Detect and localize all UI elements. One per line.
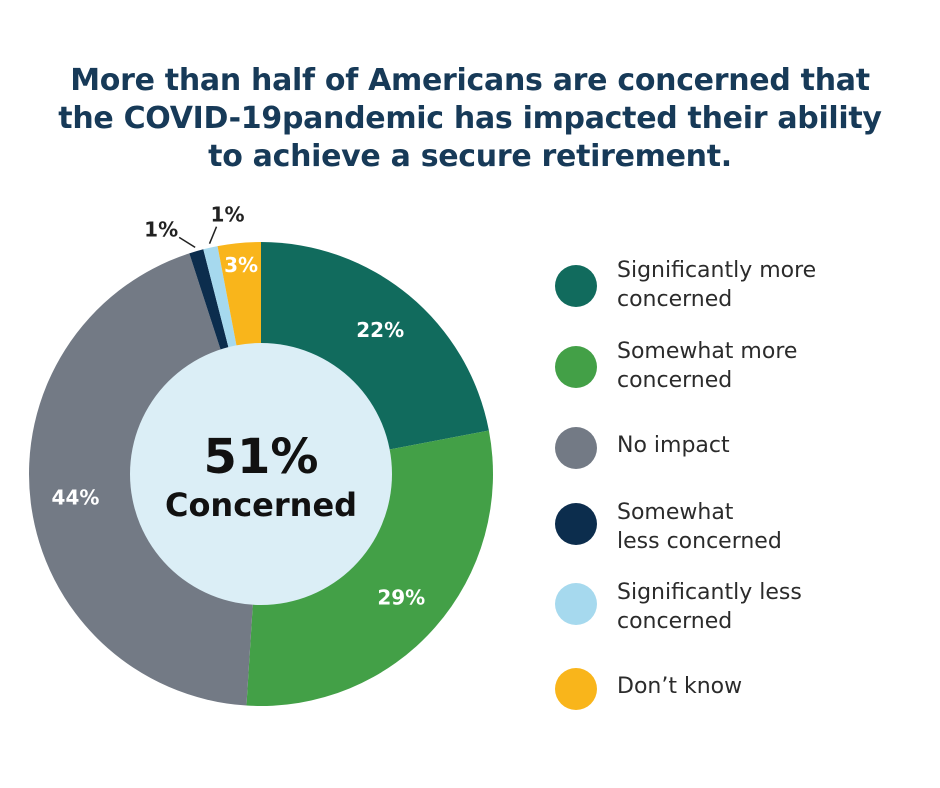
chart-title-line-3: to achieve a secure retirement.: [208, 139, 732, 174]
chart-title-line-1: More than half of Americans are concerne…: [70, 63, 870, 98]
legend-item-significantly-less: Significantly less concerned: [555, 578, 895, 638]
legend-item-somewhat-less: Somewhat less concerned: [555, 498, 895, 558]
center-value: 51%: [204, 429, 319, 485]
legend-swatch: [555, 427, 597, 469]
legend-label: Significantly more concerned: [617, 258, 817, 312]
slice-label-significantly-more: 22%: [356, 318, 404, 342]
legend-item-no-impact: No impact: [555, 427, 895, 487]
legend-item-somewhat-more: Somewhat more concerned: [555, 337, 895, 397]
legend-swatch: [555, 668, 597, 710]
slice-label-somewhat-less: 1%: [144, 217, 178, 241]
chart-title: More than half of Americans are concerne…: [0, 62, 940, 176]
slice-label-significantly-less: 1%: [211, 203, 245, 227]
legend-swatch: [555, 583, 597, 625]
slice-labels: 22% 29% 44% 3% 1% 1%: [52, 203, 426, 610]
slice-label-dont-know: 3%: [224, 253, 258, 277]
legend-label: Somewhat less concerned: [617, 500, 782, 554]
center-label: Concerned: [165, 486, 357, 524]
legend-swatch: [555, 503, 597, 545]
chart-title-line-2: the COVID-19pandemic has impacted their …: [58, 101, 882, 136]
legend-swatch: [555, 265, 597, 307]
leader-line-significantly-less: [208, 226, 218, 244]
legend-label: Don’t know: [617, 674, 743, 699]
legend-label: Significantly less concerned: [617, 580, 802, 634]
legend-item-significantly-more: Significantly more concerned: [555, 256, 895, 316]
slice-label-somewhat-more: 29%: [377, 586, 425, 610]
slice-label-no-impact: 44%: [52, 485, 100, 509]
legend-item-dont-know: Don’t know: [555, 668, 895, 728]
leader-line-somewhat-less: [178, 236, 196, 249]
legend-swatch: [555, 346, 597, 388]
legend-label: Somewhat more concerned: [617, 339, 798, 393]
donut-center-disc: [130, 343, 392, 605]
legend-label: No impact: [617, 433, 730, 458]
